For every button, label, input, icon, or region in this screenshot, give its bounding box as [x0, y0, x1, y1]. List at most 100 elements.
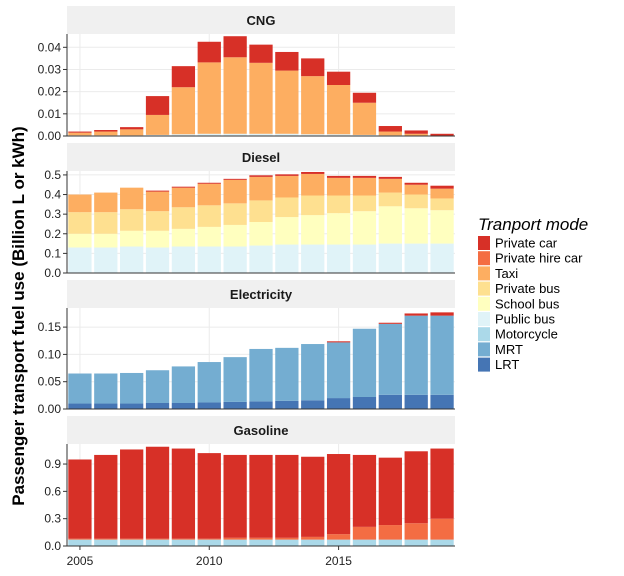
bar-lrt-2006 [94, 403, 118, 409]
bar-private-hire-car-2009 [171, 538, 196, 540]
bar-school-bus-2015 [326, 213, 351, 245]
bar-motorcycle-2018 [404, 539, 428, 546]
bar-public-bus-2011 [223, 246, 247, 273]
panel-electricity: Electricity 0.00 0.05 0.10 0.15 [38, 280, 455, 416]
bar-private-car-2012 [249, 175, 273, 177]
bar-public-bus-2014 [301, 134, 325, 136]
bar-private-car-2018 [404, 313, 428, 316]
bar-public-bus-2010 [197, 246, 221, 273]
bar-school-bus-2019 [430, 210, 454, 244]
legend-item-private-bus: Private bus [478, 281, 561, 296]
bar-private-car-2011 [223, 36, 247, 58]
bar-taxi-2012 [249, 62, 273, 134]
y-axis-label: Passenger transport fuel use (Billion L … [9, 126, 28, 505]
legend-label: School bus [495, 296, 560, 311]
bar-taxi-2005 [68, 194, 92, 213]
bar-lrt-2011 [223, 401, 247, 409]
bar-school-bus-2012 [249, 222, 273, 246]
bar-mrt-2013 [275, 347, 299, 401]
bar-private-car-2016 [352, 175, 377, 178]
bar-mrt-2019 [430, 315, 454, 395]
bar-taxi-2007 [120, 187, 144, 210]
bar-public-bus-2009 [171, 246, 196, 273]
legend-item-lrt: LRT [478, 357, 519, 372]
bar-private-car-2014 [301, 456, 325, 537]
bar-taxi-2011 [223, 57, 247, 134]
legend-item-school-bus: School bus [478, 296, 560, 311]
bar-public-bus-2017 [378, 243, 402, 273]
bar-private-bus-2009 [171, 207, 196, 229]
bar-mrt-2016 [352, 328, 377, 397]
bar-lrt-2010 [197, 402, 221, 409]
bar-mrt-2010 [197, 362, 221, 403]
bar-public-bus-2012 [249, 245, 273, 273]
x-tick-label: 2005 [67, 554, 94, 568]
bar-private-car-2017 [378, 322, 402, 324]
facet-panels: CNG 0.00 0.01 0.02 0.03 0.04 Diesel 0.0 0.1 0.2 0.… [38, 6, 455, 553]
bar-private-car-2009 [171, 448, 196, 539]
legend-label: Public bus [495, 312, 555, 327]
bar-taxi-2017 [378, 131, 402, 136]
y-tick-label: 0.9 [44, 457, 61, 471]
legend-title: Tranport mode [478, 215, 588, 234]
bar-motorcycle-2019 [430, 539, 454, 546]
bar-private-bus-2017 [378, 192, 402, 207]
bar-public-bus-2005 [68, 247, 92, 273]
bar-public-bus-2006 [94, 247, 118, 273]
strip-background [67, 6, 455, 34]
bar-public-bus-2016 [352, 134, 377, 136]
y-tick-label: 0.04 [38, 40, 62, 54]
bar-private-car-2013 [275, 454, 299, 538]
bar-private-bus-2008 [145, 211, 170, 231]
bar-private-hire-car-2014 [301, 536, 325, 540]
bar-school-bus-2018 [404, 208, 428, 244]
bar-private-car-2009 [171, 66, 196, 88]
bar-private-bus-2005 [68, 212, 92, 234]
y-tick-label: 0.3 [44, 207, 61, 221]
bar-taxi-2008 [145, 191, 170, 212]
bar-school-bus-2008 [145, 230, 170, 248]
bar-private-car-2009 [171, 186, 196, 188]
bar-public-bus-2008 [145, 134, 170, 136]
strip-background [67, 143, 455, 171]
bar-motorcycle-2011 [223, 539, 247, 546]
bar-private-car-2010 [197, 41, 221, 63]
bar-private-car-2017 [378, 176, 402, 179]
bar-mrt-2012 [249, 348, 273, 402]
bar-taxi-2019 [430, 188, 454, 199]
bar-private-car-2012 [249, 44, 273, 63]
bar-lrt-2008 [145, 402, 170, 409]
bar-private-car-2015 [326, 454, 351, 535]
bar-public-bus-2016 [352, 244, 377, 273]
legend-swatch [478, 251, 490, 266]
legend-swatch [478, 236, 490, 250]
bar-lrt-2014 [301, 400, 325, 409]
legend-label: Private hire car [495, 251, 583, 266]
y-tick-label: 0.00 [38, 402, 62, 416]
y-tick-label: 0.00 [38, 129, 62, 143]
bar-taxi-2009 [171, 87, 196, 135]
bar-private-car-2013 [275, 174, 299, 176]
bar-taxi-2016 [352, 177, 377, 196]
bar-public-bus-2009 [171, 134, 196, 136]
bar-private-car-2010 [197, 453, 221, 539]
bar-private-car-2008 [145, 190, 170, 192]
bar-mrt-2014 [301, 344, 325, 401]
bar-private-bus-2019 [430, 198, 454, 211]
y-tick-label: 0.4 [44, 188, 61, 202]
y-tick-label: 0.1 [44, 246, 61, 260]
bar-private-car-2018 [404, 182, 428, 185]
bar-lrt-2013 [275, 400, 299, 409]
panel-cng: CNG 0.00 0.01 0.02 0.03 0.04 [38, 6, 455, 143]
bar-private-car-2008 [145, 96, 170, 115]
bar-taxi-2005 [68, 132, 92, 136]
legend-item-mrt: MRT [478, 342, 523, 357]
bar-private-hire-car-2008 [145, 538, 170, 540]
bar-private-car-2005 [68, 459, 92, 539]
bar-taxi-2007 [120, 129, 144, 136]
bar-private-bus-2013 [275, 197, 299, 218]
bar-motorcycle-2014 [301, 539, 325, 546]
bar-private-car-2016 [352, 454, 377, 527]
bar-taxi-2009 [171, 187, 196, 208]
bar-mrt-2015 [326, 342, 351, 399]
